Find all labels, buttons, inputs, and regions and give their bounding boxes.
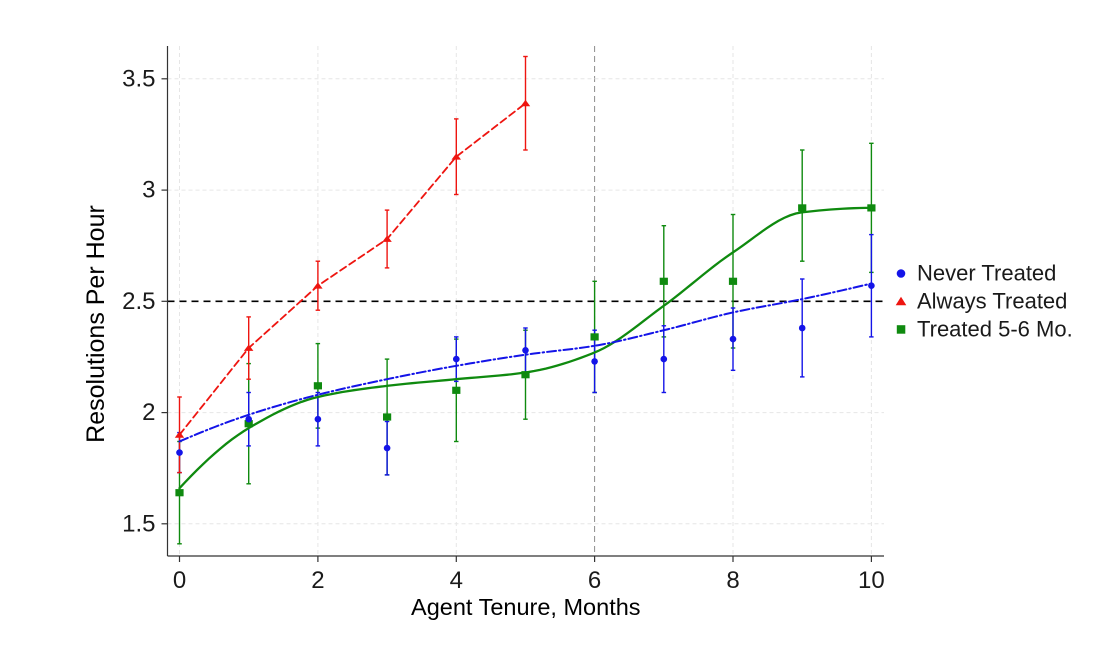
svg-text:3.5: 3.5 bbox=[122, 65, 155, 92]
svg-text:0: 0 bbox=[173, 567, 186, 594]
svg-text:2: 2 bbox=[142, 399, 155, 426]
svg-text:Resolutions Per Hour: Resolutions Per Hour bbox=[82, 205, 110, 443]
svg-text:4: 4 bbox=[450, 567, 463, 594]
svg-text:2: 2 bbox=[311, 567, 324, 594]
svg-text:Never Treated: Never Treated bbox=[917, 261, 1056, 286]
svg-text:Treated 5-6 Mo.: Treated 5-6 Mo. bbox=[917, 317, 1073, 342]
svg-text:1.5: 1.5 bbox=[122, 510, 155, 537]
svg-text:Agent Tenure, Months: Agent Tenure, Months bbox=[411, 594, 641, 620]
svg-text:Always Treated: Always Treated bbox=[917, 289, 1067, 314]
svg-text:3: 3 bbox=[142, 177, 155, 204]
svg-text:8: 8 bbox=[726, 567, 739, 594]
svg-text:10: 10 bbox=[858, 567, 885, 594]
svg-text:2.5: 2.5 bbox=[122, 288, 155, 315]
svg-text:6: 6 bbox=[588, 567, 601, 594]
